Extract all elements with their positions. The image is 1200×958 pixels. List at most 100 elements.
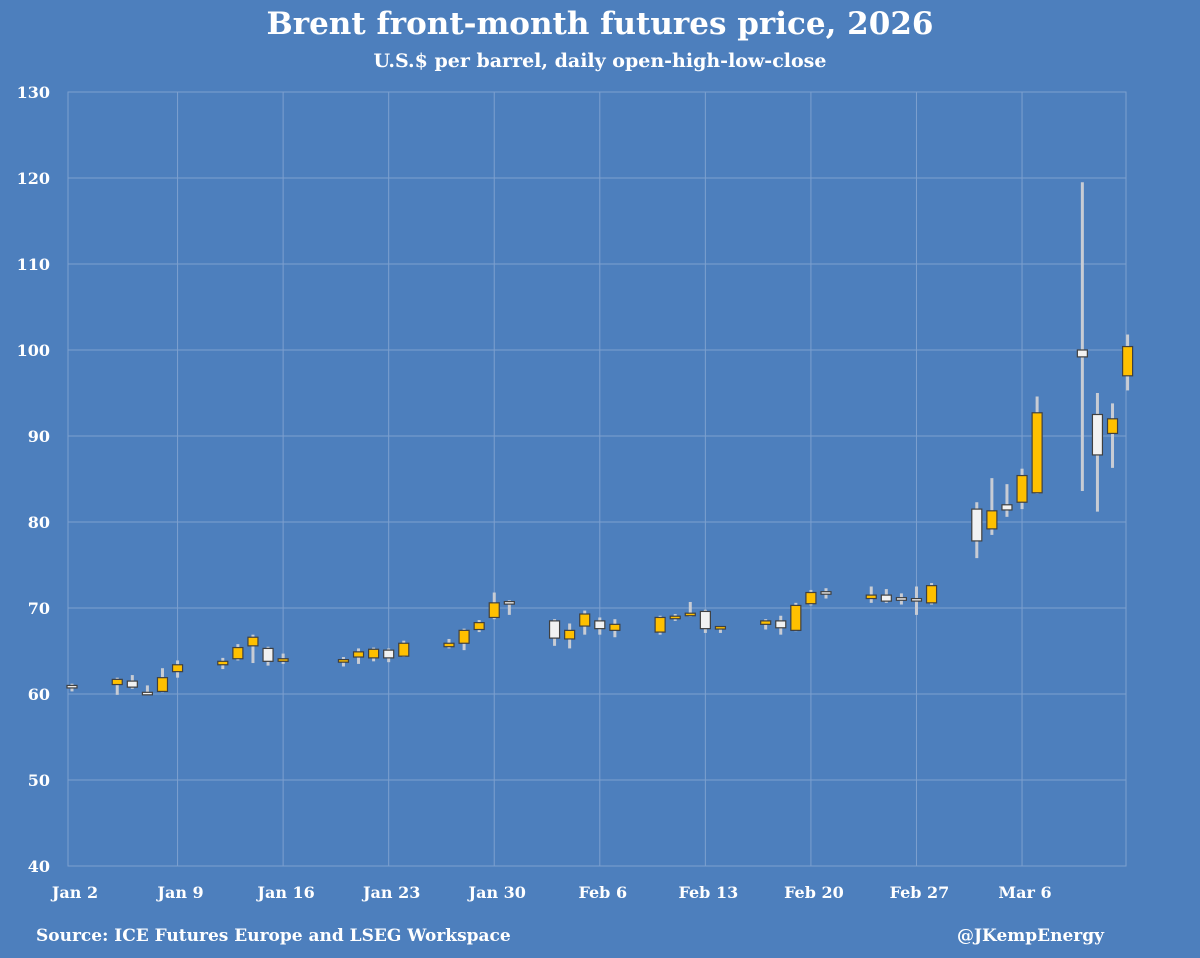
candle: [126, 675, 138, 689]
candle: [262, 646, 274, 666]
y-tick-label: 40: [28, 857, 50, 876]
author-handle: @JKempEnergy: [957, 926, 1104, 946]
candle-body-up: [805, 591, 817, 605]
candle: [865, 586, 877, 603]
candle-body-up: [473, 622, 485, 631]
candle-body-down: [699, 610, 711, 630]
y-tick-label: 60: [28, 685, 50, 704]
candle: [398, 640, 410, 658]
candle: [548, 619, 561, 646]
candle-body-up: [368, 648, 380, 659]
candle-body-up: [398, 642, 410, 657]
candle-body-up: [684, 612, 696, 617]
candle: [986, 478, 998, 535]
candle-body-up: [1016, 474, 1028, 503]
y-tick-label: 70: [28, 599, 50, 618]
candle-body-up: [865, 594, 877, 600]
candle-body-down: [971, 508, 983, 542]
candle: [895, 593, 908, 605]
candle-body-up: [1031, 412, 1043, 494]
x-tick-label: Jan 16: [255, 883, 314, 902]
candle: [1031, 396, 1043, 494]
candle-body-up: [925, 585, 938, 604]
candle-body-down: [141, 691, 153, 696]
candle: [1121, 334, 1134, 391]
candle: [684, 601, 696, 617]
candle: [760, 619, 772, 630]
candle: [232, 644, 244, 661]
candle: [910, 586, 923, 615]
candle: [1091, 393, 1104, 512]
candle-body-up: [1121, 345, 1134, 377]
candle-body-up: [564, 629, 576, 640]
candles: [66, 182, 1134, 696]
x-tick-label: Jan 9: [155, 883, 203, 902]
x-tick-label: Feb 6: [579, 883, 628, 902]
candle-body-up: [232, 646, 244, 660]
candle-body-down: [503, 600, 515, 605]
candle-body-down: [820, 591, 832, 595]
candle-body-down: [1091, 413, 1104, 456]
candle: [609, 619, 621, 638]
candle-body-up: [714, 625, 727, 630]
chart-subtitle: U.S.$ per barrel, daily open-high-low-cl…: [373, 50, 827, 72]
candle: [217, 657, 229, 670]
candle-body-up: [217, 660, 229, 666]
x-tick-label: Jan 2: [50, 883, 98, 902]
candle-body-up: [986, 510, 998, 530]
candle: [337, 657, 350, 667]
y-tick-label: 120: [17, 169, 50, 188]
candle: [594, 617, 606, 635]
candle-body-up: [488, 602, 500, 619]
axes: 40 50 60 70 80 90 100 110 120 130 Jan 2 Jan 9 Jan 16…: [17, 83, 1052, 902]
candle: [383, 648, 395, 663]
candle: [1001, 484, 1013, 517]
candle-body-down: [594, 620, 606, 630]
candle-body-down: [895, 597, 908, 601]
candle-body-up: [443, 642, 455, 648]
candle: [805, 589, 817, 606]
candle-body-up: [1106, 418, 1119, 435]
x-tick-label: Feb 20: [784, 883, 844, 902]
candle-body-down: [262, 647, 274, 662]
candle-body-down: [548, 620, 561, 639]
x-tick-label: Jan 30: [467, 883, 526, 902]
candle: [714, 625, 727, 633]
candle-body-up: [669, 615, 681, 620]
grid: [67, 91, 1127, 867]
candle: [654, 615, 666, 635]
candle: [368, 647, 380, 662]
candle-body-down: [775, 620, 787, 629]
candle-body-down: [1001, 504, 1013, 511]
candle: [971, 502, 983, 559]
candle: [669, 614, 681, 621]
y-tick-label: 130: [17, 83, 50, 102]
y-tick-label: 100: [17, 341, 50, 360]
y-tick-label: 50: [28, 771, 50, 790]
candle-body-down: [66, 684, 78, 689]
x-tick-label: Jan 23: [361, 883, 420, 902]
candle-body-up: [760, 620, 772, 625]
candle-body-up: [579, 613, 591, 627]
candle: [1076, 182, 1088, 492]
candle-body-up: [458, 629, 470, 644]
candle: [66, 683, 78, 692]
candle: [488, 592, 500, 620]
candle-body-up: [654, 616, 666, 633]
chart-title: Brent front-month futures price, 2026: [266, 6, 934, 42]
y-tick-label: 80: [28, 513, 50, 532]
x-tick-label: Mar 6: [998, 883, 1051, 902]
candle-body-down: [383, 649, 395, 659]
y-tick-label: 90: [28, 427, 50, 446]
source-note: Source: ICE Futures Europe and LSEG Work…: [36, 926, 511, 946]
candle-body-up: [156, 677, 169, 693]
candle: [443, 638, 455, 649]
y-tick-label: 110: [17, 255, 50, 274]
candle: [564, 623, 576, 649]
candle: [880, 589, 892, 603]
candle: [156, 668, 169, 693]
candle-body-up: [609, 623, 621, 631]
candle: [820, 588, 832, 599]
x-tick-label: Feb 27: [890, 883, 950, 902]
candle: [790, 602, 802, 632]
